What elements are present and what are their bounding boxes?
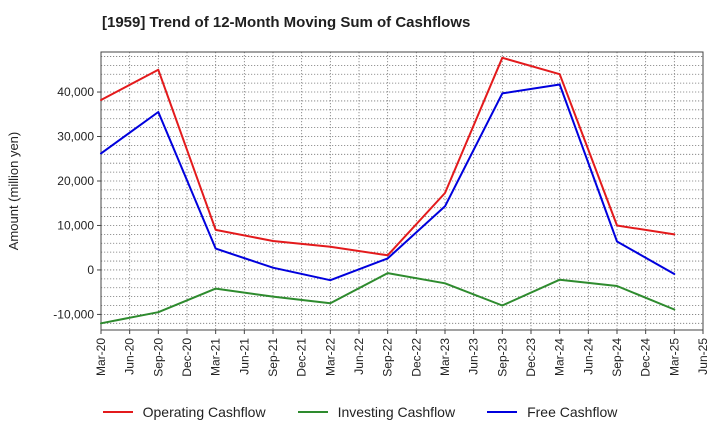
y-axis-label: Amount (million yen)	[6, 132, 21, 251]
x-tick-label: Jun-20	[123, 338, 137, 375]
legend-item-free: Free Cashflow	[487, 404, 617, 420]
x-tick-label: Mar-24	[553, 338, 567, 376]
x-tick-label: Sep-21	[266, 338, 280, 377]
x-tick-label: Sep-22	[381, 338, 395, 377]
series-line-operating	[100, 56, 676, 257]
y-tick-label: 10,000	[57, 218, 94, 232]
x-tick-label: Mar-20	[94, 338, 108, 376]
y-tick-label: -10,000	[53, 307, 94, 321]
y-tick-label: 20,000	[57, 174, 94, 188]
y-tick-label: 0	[87, 263, 94, 277]
x-tick-label: Dec-21	[295, 338, 309, 377]
x-tick-label: Sep-23	[495, 338, 509, 377]
plot-frame	[100, 51, 704, 331]
legend-swatch-investing	[297, 411, 328, 413]
x-tick-label: Dec-20	[180, 338, 194, 377]
x-tick-label: Jun-24	[581, 338, 595, 375]
chart-legend: Operating Cashflow Investing Cashflow Fr…	[0, 404, 720, 420]
legend-label-free: Free Cashflow	[527, 404, 618, 420]
x-tick-label: Sep-24	[610, 338, 624, 377]
legend-label-investing: Investing Cashflow	[337, 404, 456, 420]
x-tick-label: Mar-22	[323, 338, 337, 376]
y-tick-label: 40,000	[57, 85, 94, 99]
x-tick-label: Jun-25	[696, 338, 710, 375]
x-tick-label: Dec-23	[524, 338, 538, 377]
x-tick-label: Jun-23	[467, 338, 481, 375]
x-tick-label: Sep-20	[151, 338, 165, 377]
series-line-free	[100, 83, 676, 282]
series-line-investing	[100, 272, 676, 325]
x-tick-label: Dec-24	[639, 338, 653, 377]
legend-item-investing: Investing Cashflow	[297, 404, 456, 420]
x-tick-label: Jun-22	[352, 338, 366, 375]
legend-item-operating: Operating Cashflow	[102, 404, 266, 420]
x-tick-label: Mar-23	[438, 338, 452, 376]
y-tick-label: 30,000	[57, 130, 94, 144]
legend-swatch-free	[487, 411, 518, 413]
x-tick-label: Mar-25	[667, 338, 681, 376]
x-tick-label: Jun-21	[237, 338, 251, 375]
legend-label-operating: Operating Cashflow	[142, 404, 266, 420]
legend-swatch-operating	[102, 411, 133, 413]
chart-title: [1959] Trend of 12-Month Moving Sum of C…	[102, 14, 471, 31]
x-tick-label: Dec-22	[409, 338, 423, 377]
x-tick-label: Mar-21	[209, 338, 223, 376]
